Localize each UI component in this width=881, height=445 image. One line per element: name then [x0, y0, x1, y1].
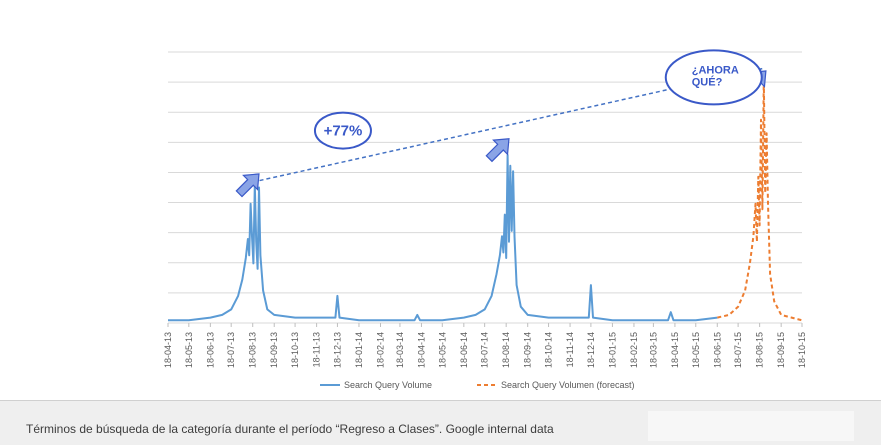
x-tick-label: 18-08-14: [501, 332, 511, 368]
arrow-shape: [235, 173, 260, 198]
x-tick-label: 18-01-15: [607, 332, 617, 368]
x-tick-label: 18-03-14: [395, 332, 405, 368]
x-tick-label: 18-02-15: [629, 332, 639, 368]
chart-area: +77% ¿AHORA QUÉ? 18-04-13 18-05-13 18-06-13 1…: [163, 49, 807, 390]
callout-question: ¿AHORA: [692, 64, 739, 76]
x-tick-label: 18-08-13: [248, 332, 258, 368]
x-tick-label: 18-07-15: [733, 332, 743, 368]
x-tick-label: 18-06-13: [205, 332, 215, 368]
x-tick-label: 18-05-14: [437, 332, 447, 368]
x-tick-label: 18-04-15: [670, 332, 680, 368]
x-tick-label: 18-01-14: [354, 332, 364, 368]
x-tick-label: 18-12-14: [586, 332, 596, 368]
x-tick-label: 18-11-13: [312, 332, 322, 367]
x-tick-label: 18-09-13: [269, 332, 279, 368]
series-line-actual: [168, 154, 718, 322]
x-tick-label: 18-09-15: [776, 332, 786, 368]
x-tick-label: 18-06-15: [712, 332, 722, 368]
series-line-forecast: [717, 78, 803, 322]
x-tick-label: 18-10-14: [544, 332, 554, 368]
callout-question: QUÉ?: [692, 75, 723, 88]
x-tick-label: 18-12-13: [332, 332, 342, 368]
x-tick-label: 18-05-15: [691, 332, 701, 368]
x-tick-label: 18-07-14: [480, 332, 490, 368]
figure-caption: Términos de búsqueda de la categoría dur…: [26, 422, 554, 436]
x-tick-label: 18-06-14: [459, 332, 469, 368]
x-axis: 18-04-13 18-05-13 18-06-13 18-07-13 18-08-13…: [163, 323, 807, 368]
legend-label-actual: Search Query Volume: [344, 380, 432, 390]
arrow-shape: [485, 138, 510, 163]
series-layer: [167, 78, 803, 322]
x-tick-label: 18-09-14: [523, 332, 533, 368]
x-tick-label: 18-08-15: [755, 332, 765, 368]
caption-bar: Términos de búsqueda de la categoría dur…: [0, 400, 881, 445]
callout-bubble: [664, 49, 763, 106]
x-tick-label: 18-11-14: [565, 332, 575, 367]
callout-percent: +77%: [324, 123, 363, 140]
x-tick-label: 18-10-13: [290, 332, 300, 368]
callout-arrow-icon: [235, 173, 260, 198]
x-tick-label: 18-05-13: [184, 332, 194, 368]
caption-side-box: [648, 411, 854, 441]
x-tick-label: 18-04-13: [163, 332, 173, 368]
x-tick-label: 18-04-14: [416, 332, 426, 368]
x-tick-label: 18-07-13: [226, 332, 236, 368]
x-tick-label: 18-10-15: [797, 332, 807, 368]
callout-arrow-icon: [485, 138, 510, 163]
x-tick-label: 18-02-14: [375, 332, 385, 368]
legend-label-forecast: Search Query Volumen (forecast): [501, 380, 635, 390]
legend: Search Query Volume Search Query Volumen …: [320, 380, 635, 390]
callout-bubble: [313, 111, 372, 150]
x-tick-label: 18-03-15: [648, 332, 658, 368]
